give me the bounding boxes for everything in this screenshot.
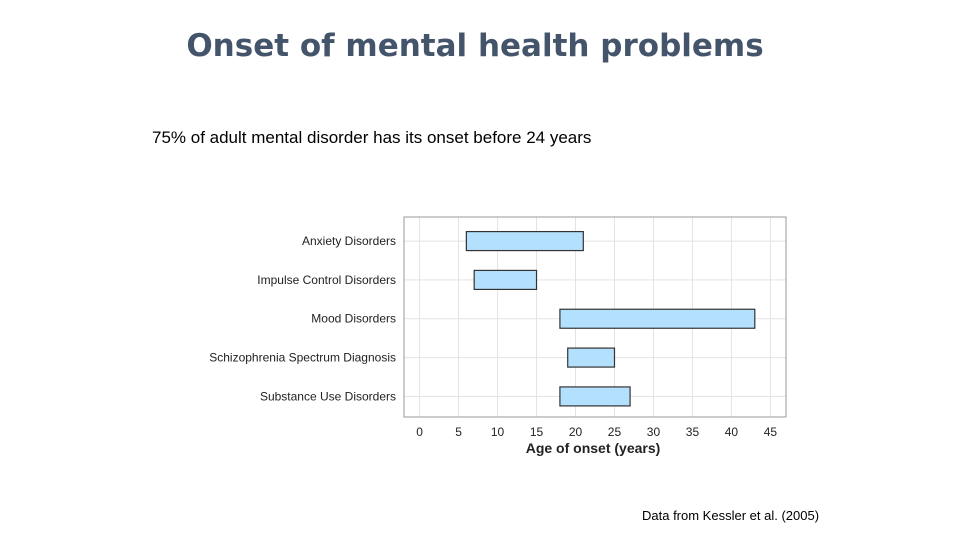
x-tick-label: 0 [416, 425, 423, 439]
x-axis-title: Age of onset (years) [526, 440, 661, 456]
x-tick-label: 5 [455, 425, 462, 439]
range-bar [567, 347, 616, 368]
subtitle-text: 75% of adult mental disorder has its ons… [152, 128, 592, 147]
category-label: Substance Use Disorders [260, 389, 396, 403]
range-bar [473, 269, 538, 291]
range-bar [465, 230, 584, 252]
range-bar [559, 386, 631, 407]
x-tick-label: 45 [764, 425, 778, 439]
source-citation: Data from Kessler et al. (2005) [642, 508, 820, 523]
x-tick-label: 20 [569, 425, 583, 439]
plot-panel [403, 216, 787, 418]
x-tick-label: 15 [530, 425, 544, 439]
category-labels: Anxiety Disorders Impulse Control Disorde… [209, 234, 396, 403]
onset-range-chart: Anxiety Disorders Impulse Control Disorde… [209, 216, 787, 456]
category-label: Mood Disorders [311, 312, 396, 326]
range-bars [465, 230, 756, 407]
x-tick-label: 30 [647, 425, 661, 439]
category-label: Impulse Control Disorders [257, 273, 396, 287]
category-label: Anxiety Disorders [302, 234, 396, 248]
x-tick-labels: 0 5 10 15 20 25 30 35 40 45 [416, 425, 777, 439]
range-bar [559, 308, 756, 329]
x-tick-label: 40 [725, 425, 739, 439]
page-title: Onset of mental health problems [186, 28, 764, 64]
category-label: Schizophrenia Spectrum Diagnosis [209, 351, 396, 365]
x-tick-label: 10 [491, 425, 505, 439]
x-tick-label: 25 [608, 425, 622, 439]
x-tick-label: 35 [686, 425, 700, 439]
